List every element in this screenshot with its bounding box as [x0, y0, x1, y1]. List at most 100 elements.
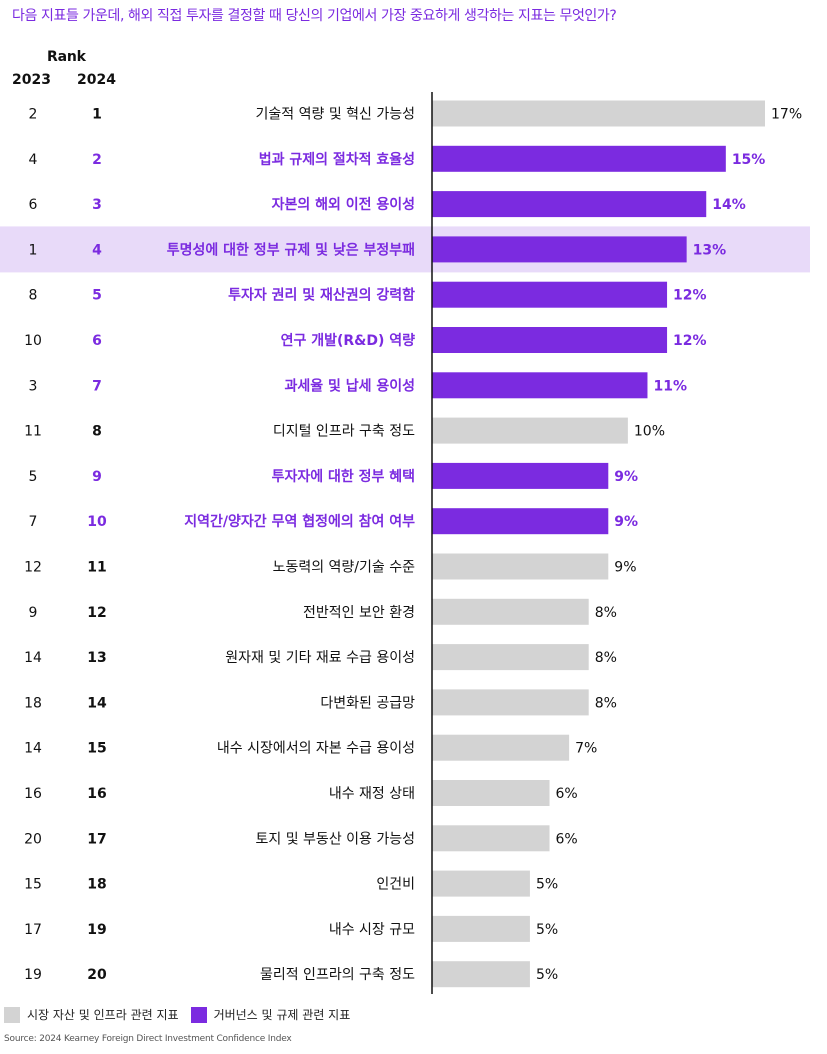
- rank-2023-label: 17: [24, 922, 42, 938]
- rank-2024-label: 19: [87, 922, 106, 938]
- bar: [432, 100, 765, 127]
- bar: [432, 689, 589, 716]
- bar: [432, 417, 628, 444]
- value-label: 5%: [536, 922, 558, 938]
- value-label: 7%: [575, 741, 597, 757]
- bar: [432, 734, 570, 761]
- rank-2023-label: 10: [24, 333, 42, 349]
- rank-2023-label: 15: [24, 877, 42, 893]
- category-label: 원자재 및 기타 재료 수급 용이성: [225, 650, 415, 666]
- rank-2023-label: 12: [24, 560, 42, 576]
- rank-2024-label: 9: [92, 469, 102, 485]
- category-label: 전반적인 보안 환경: [303, 605, 415, 621]
- rank-2023-label: 20: [24, 831, 42, 847]
- legend-item-governance: 거버넌스 및 규제 관련 지표: [190, 1006, 351, 1023]
- rank-2024-label: 3: [92, 197, 102, 213]
- value-label: 8%: [595, 695, 617, 711]
- rank-2023-label: 1: [29, 242, 38, 258]
- category-label: 법과 규제의 절차적 효율성: [259, 151, 415, 168]
- rank-2024-label: 8: [92, 424, 102, 440]
- value-label: 8%: [595, 650, 617, 666]
- rank-2024-label: 10: [87, 514, 107, 530]
- value-label: 11%: [653, 378, 687, 394]
- rank-2024-label: 14: [87, 695, 107, 711]
- rank-2023-label: 16: [24, 786, 42, 802]
- value-label: 9%: [614, 469, 638, 485]
- rank-2023-label: 11: [24, 424, 42, 440]
- category-label: 물리적 인프라의 구축 정도: [260, 967, 415, 983]
- rank-2023-label: 2: [29, 107, 38, 123]
- legend-swatch-governance: [190, 1006, 207, 1023]
- bar: [432, 825, 550, 852]
- bar: [432, 961, 530, 988]
- bar: [432, 236, 687, 263]
- source-note: Source: 2024 Kearney Foreign Direct Inve…: [4, 1034, 292, 1044]
- value-label: 5%: [536, 877, 558, 893]
- category-label: 연구 개발(R&D) 역량: [281, 332, 416, 349]
- category-label: 지역간/양자간 무역 협정에의 참여 여부: [184, 513, 415, 530]
- rank-2024-label: 15: [87, 741, 106, 757]
- legend-label-market: 시장 자산 및 인프라 관련 지표: [27, 1008, 179, 1022]
- category-label: 다변화된 공급망: [320, 695, 415, 711]
- rank-2023-label: 9: [29, 605, 38, 621]
- category-label: 토지 및 부동산 이용 가능성: [256, 831, 415, 847]
- category-label: 자본의 해외 이전 용이성: [272, 196, 415, 213]
- bar: [432, 915, 530, 942]
- bar: [432, 327, 668, 353]
- question-title: 다음 지표들 가운데, 해외 직접 투자를 결정할 때 당신의 기업에서 가장 …: [12, 8, 617, 24]
- category-label: 투자자 권리 및 재산권의 강력함: [228, 287, 415, 304]
- rank-2023-label: 14: [24, 741, 42, 757]
- legend: 시장 자산 및 인프라 관련 지표 거버넌스 및 규제 관련 지표: [4, 1006, 362, 1023]
- rank-2024-label: 17: [87, 831, 106, 847]
- category-label: 투명성에 대한 정부 규제 및 낮은 부정부패: [167, 241, 415, 258]
- value-label: 12%: [673, 333, 707, 349]
- bar: [432, 281, 668, 308]
- value-label: 13%: [693, 242, 727, 258]
- rank-2024-label: 4: [92, 242, 102, 258]
- rank-2023-label: 4: [29, 152, 38, 168]
- rank-2023-label: 3: [29, 378, 38, 394]
- value-label: 9%: [614, 560, 636, 576]
- bar: [432, 145, 726, 172]
- rank-2024-label: 6: [92, 333, 102, 349]
- category-label: 인건비: [376, 877, 415, 893]
- rank-2024-label: 13: [87, 650, 106, 666]
- bar: [432, 191, 707, 218]
- legend-swatch-market: [4, 1006, 20, 1023]
- rank-2023-label: 19: [24, 967, 42, 983]
- legend-label-governance: 거버넌스 및 규제 관련 지표: [213, 1008, 351, 1022]
- rank-2024-label: 18: [87, 877, 106, 893]
- rank-2024-label: 1: [92, 107, 102, 123]
- category-label: 기술적 역량 및 혁신 가능성: [256, 107, 415, 123]
- bar: [432, 372, 648, 399]
- category-label: 노동력의 역량/기술 수준: [273, 560, 416, 576]
- rank-header: Rank: [47, 49, 86, 65]
- rank-2024-label: 12: [87, 605, 106, 621]
- category-label: 내수 시장 규모: [329, 922, 415, 938]
- rank-2023-label: 14: [24, 650, 42, 666]
- value-label: 8%: [595, 605, 617, 621]
- year-2024-header: 2024: [77, 72, 116, 88]
- value-label: 12%: [673, 288, 707, 304]
- value-label: 6%: [556, 831, 578, 847]
- category-label: 디지털 인프라 구축 정도: [273, 424, 415, 440]
- value-label: 10%: [634, 424, 665, 440]
- value-label: 5%: [536, 967, 558, 983]
- value-label: 17%: [771, 107, 802, 123]
- rank-2023-label: 18: [24, 695, 42, 711]
- rank-2023-label: 8: [29, 288, 38, 304]
- rank-2024-label: 5: [92, 288, 102, 304]
- value-label: 14%: [712, 197, 746, 213]
- bar: [432, 870, 530, 897]
- rank-2023-label: 5: [29, 469, 38, 485]
- rank-2024-label: 16: [87, 786, 106, 802]
- category-label: 내수 시장에서의 자본 수급 용이성: [217, 741, 415, 757]
- year-2023-header: 2023: [12, 72, 51, 88]
- bar: [432, 508, 609, 535]
- bar: [432, 780, 550, 806]
- rank-2023-label: 7: [29, 514, 38, 530]
- rank-2024-label: 7: [92, 378, 102, 394]
- value-label: 15%: [732, 152, 766, 168]
- rank-2024-label: 20: [87, 967, 107, 983]
- category-label: 과세율 및 납세 용이성: [284, 377, 415, 394]
